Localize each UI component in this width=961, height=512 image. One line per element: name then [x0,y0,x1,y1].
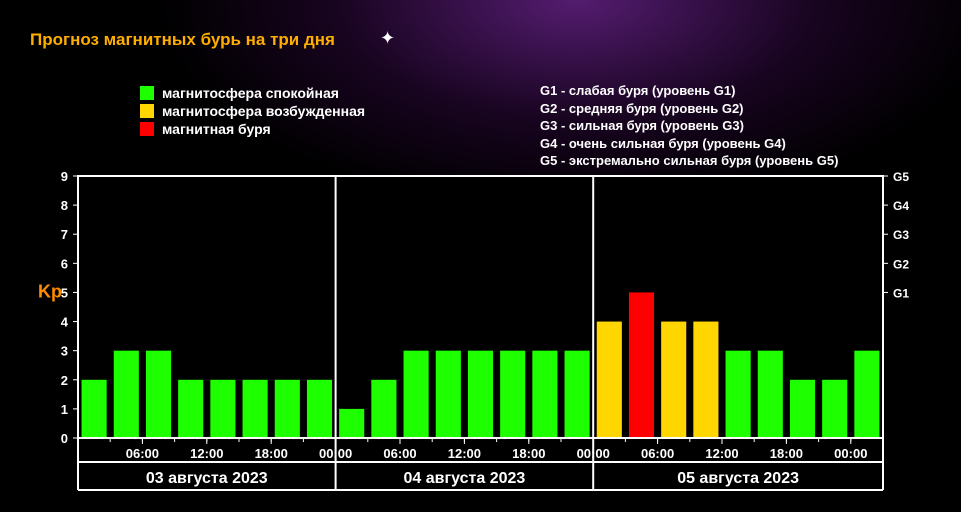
legend-g-line: G1 - слабая буря (уровень G1) [540,82,838,100]
svg-text:0: 0 [61,431,68,446]
legend-swatch [140,122,154,136]
svg-text:12:00: 12:00 [705,446,738,461]
svg-text:Kp: Kp [38,281,62,301]
svg-text:2: 2 [61,373,68,388]
legend-g-line: G4 - очень сильная буря (уровень G4) [540,135,838,153]
svg-text:6: 6 [61,256,68,271]
legend-label: магнитная буря [162,121,271,137]
svg-text:12:00: 12:00 [448,446,481,461]
chart-title: Прогноз магнитных бурь на три дня [30,30,335,50]
svg-text:G1: G1 [893,286,909,300]
svg-text:3: 3 [61,344,68,359]
legend-label: магнитосфера возбужденная [162,103,365,119]
svg-text:1: 1 [61,402,68,417]
svg-text:06:00: 06:00 [641,446,674,461]
svg-text:05 августа 2023: 05 августа 2023 [677,470,799,487]
svg-text:00:00: 00:00 [834,446,867,461]
svg-text:06:00: 06:00 [383,446,416,461]
kp-chart: 0123456789G1G2G3G4G5Kp06:0012:0018:0000:… [30,170,931,492]
svg-text:03 августа 2023: 03 августа 2023 [146,470,268,487]
svg-text:8: 8 [61,198,68,213]
legend-row: магнитосфера возбужденная [140,103,365,119]
legend-g-line: G2 - средняя буря (уровень G2) [540,100,838,118]
star-icon: ✦ [380,28,395,49]
svg-text:G3: G3 [893,228,909,242]
legend-g-levels: G1 - слабая буря (уровень G1)G2 - средня… [540,82,838,170]
svg-text:4: 4 [61,315,69,330]
svg-text:7: 7 [61,227,68,242]
svg-text:06:00: 06:00 [126,446,159,461]
svg-text:18:00: 18:00 [770,446,803,461]
legend-label: магнитосфера спокойная [162,85,339,101]
svg-text:18:00: 18:00 [255,446,288,461]
svg-text:18:00: 18:00 [512,446,545,461]
svg-text:9: 9 [61,170,68,184]
legend-swatch [140,86,154,100]
legend-g-line: G3 - сильная буря (уровень G3) [540,117,838,135]
legend-row: магнитная буря [140,121,365,137]
svg-text:G5: G5 [893,170,909,184]
legend-colors: магнитосфера спокойная магнитосфера возбу… [140,85,365,139]
svg-text:G4: G4 [893,199,909,213]
legend-g-line: G5 - экстремально сильная буря (уровень … [540,152,838,170]
legend-swatch [140,104,154,118]
svg-text:04 августа 2023: 04 августа 2023 [403,470,525,487]
svg-text:12:00: 12:00 [190,446,223,461]
svg-text:G2: G2 [893,257,909,271]
legend-row: магнитосфера спокойная [140,85,365,101]
